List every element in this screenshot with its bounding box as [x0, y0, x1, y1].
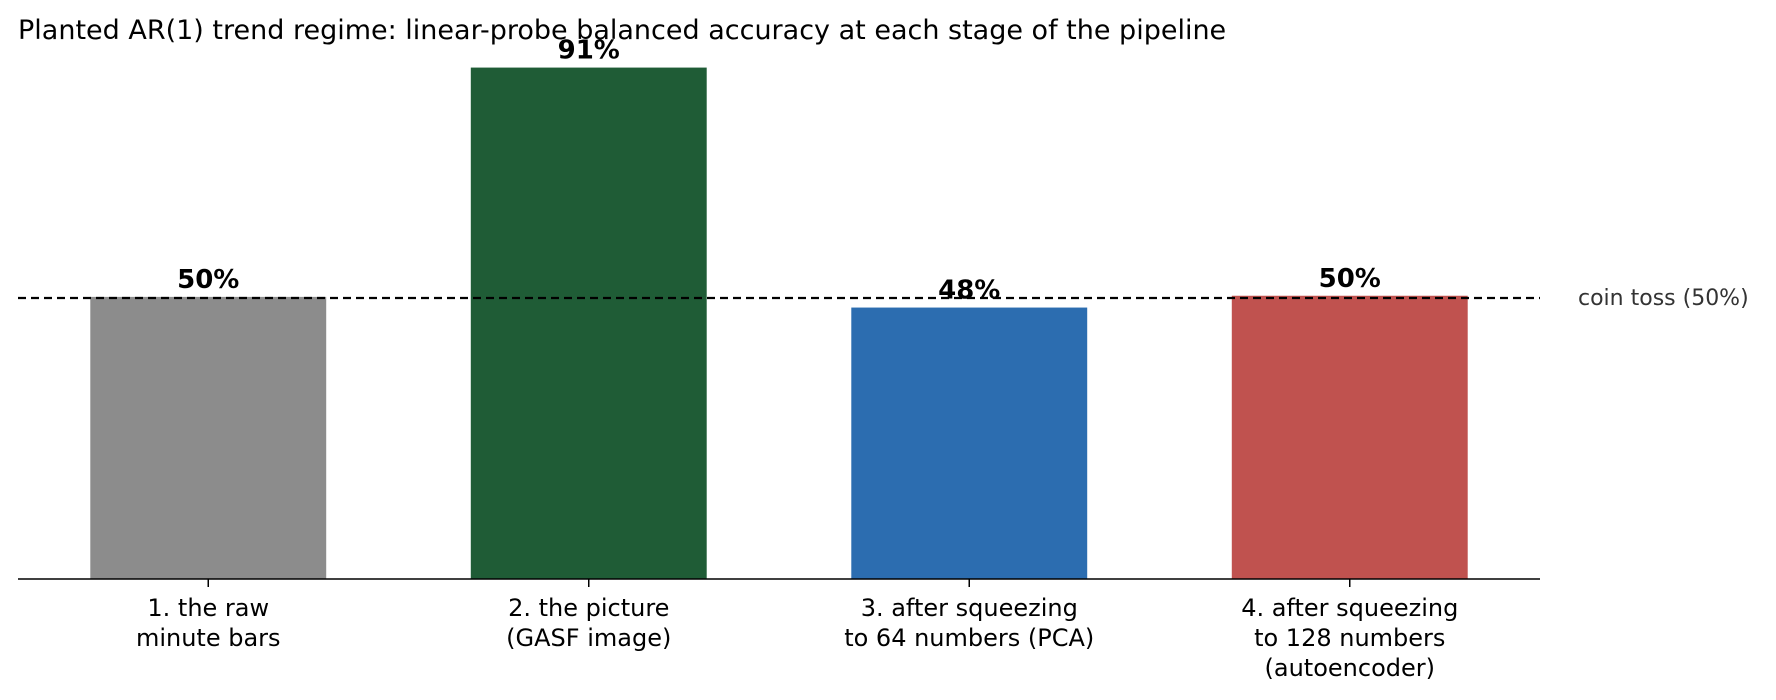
- x-tick-label-2: 2. the picture (GASF image): [506, 594, 671, 652]
- bar-value-label-4: 50%: [1319, 264, 1381, 294]
- coin-toss-label: coin toss (50%): [1578, 286, 1749, 311]
- bars-layer: [90, 67, 1468, 579]
- bar-value-label-1: 50%: [177, 265, 239, 295]
- x-tick-label-4: 4. after squeezing to 128 numbers (autoenc…: [1241, 594, 1458, 682]
- bar-3: [851, 307, 1088, 579]
- bar-4: [1231, 295, 1468, 579]
- bar-value-label-3: 48%: [938, 276, 1000, 306]
- bar-2: [470, 67, 707, 579]
- bar-value-label-2: 91%: [558, 36, 620, 66]
- x-tick-label-1: 1. the raw minute bars: [136, 594, 281, 652]
- value-labels-layer: 50% 91% 48% 50%: [177, 36, 1381, 306]
- x-axis: 1. the raw minute bars 2. the picture (GASF…: [18, 578, 1540, 682]
- x-tick-label-3: 3. after squeezing to 64 numbers (PCA): [844, 594, 1094, 652]
- chart-title: Planted AR(1) trend regime: linear-probe…: [18, 15, 1226, 46]
- reference-line-layer: coin toss (50%): [18, 286, 1749, 311]
- bar-1: [90, 296, 327, 579]
